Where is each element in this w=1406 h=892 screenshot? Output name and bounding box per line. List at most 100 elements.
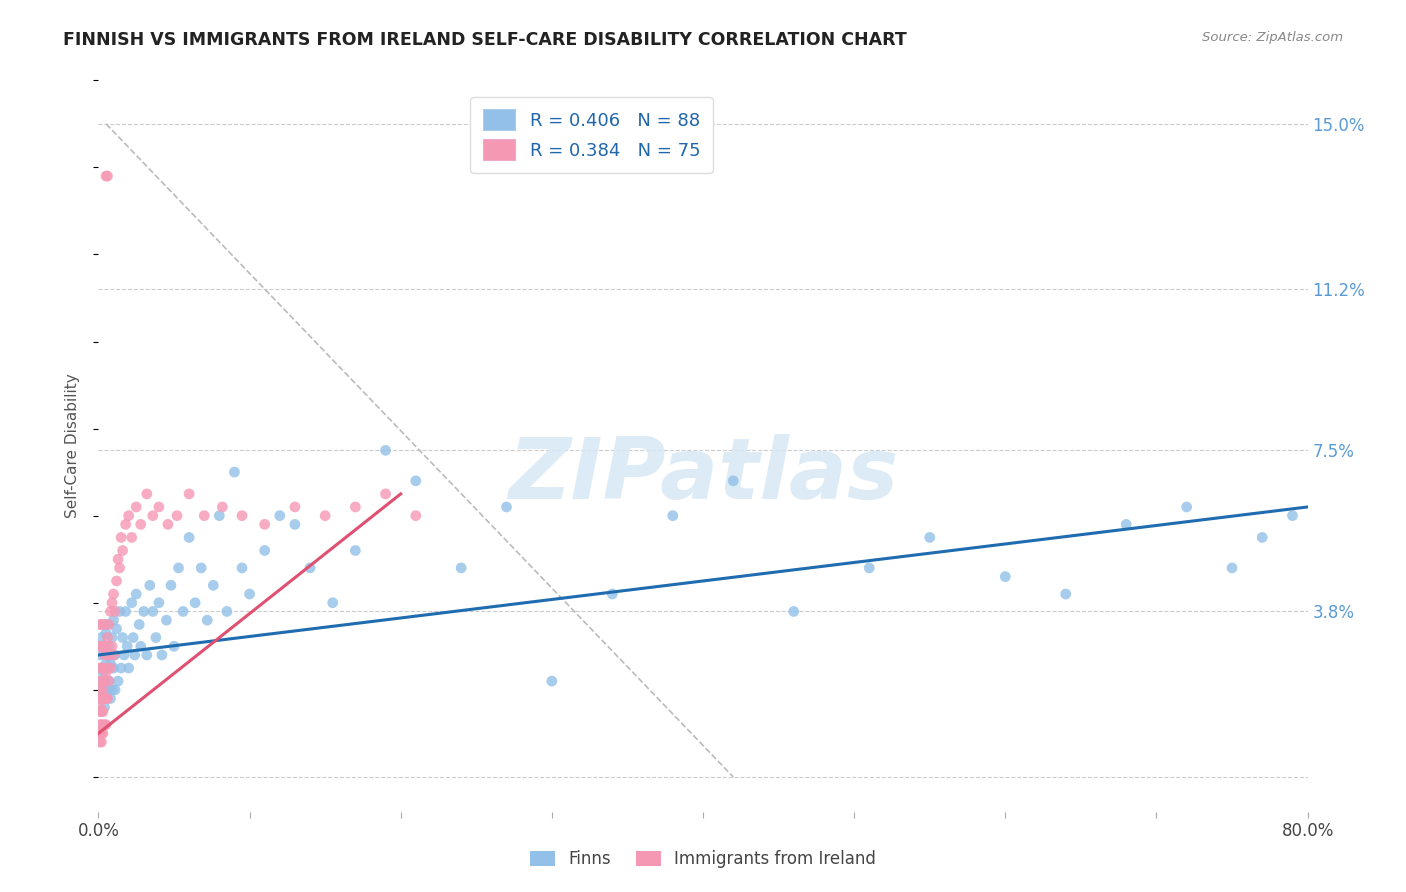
Point xyxy=(783,604,806,618)
Point xyxy=(100,657,122,671)
Point xyxy=(94,640,117,654)
Point xyxy=(107,552,129,566)
Point xyxy=(150,648,173,662)
Point xyxy=(918,530,941,544)
Point xyxy=(661,508,683,523)
Point xyxy=(100,661,122,675)
Point xyxy=(89,717,111,731)
Point xyxy=(91,640,114,654)
Point xyxy=(94,657,117,671)
Point xyxy=(93,674,115,689)
Point xyxy=(108,604,131,618)
Text: ZIPatlas: ZIPatlas xyxy=(508,434,898,516)
Point xyxy=(89,726,111,740)
Point xyxy=(94,626,117,640)
Point xyxy=(1054,587,1077,601)
Point xyxy=(107,674,129,689)
Point xyxy=(89,682,111,697)
Point xyxy=(405,474,427,488)
Point xyxy=(110,530,132,544)
Legend: R = 0.406   N = 88, R = 0.384   N = 75: R = 0.406 N = 88, R = 0.384 N = 75 xyxy=(470,96,713,173)
Point xyxy=(195,613,218,627)
Point xyxy=(121,530,143,544)
Point xyxy=(91,665,114,680)
Point xyxy=(105,574,128,588)
Point xyxy=(156,517,179,532)
Point xyxy=(91,640,114,654)
Point xyxy=(90,717,112,731)
Point xyxy=(184,596,207,610)
Point xyxy=(344,500,367,514)
Point xyxy=(91,691,114,706)
Point xyxy=(163,640,186,654)
Point xyxy=(91,682,114,697)
Point xyxy=(124,648,146,662)
Point xyxy=(98,648,121,662)
Point xyxy=(96,617,118,632)
Point xyxy=(89,640,111,654)
Point xyxy=(723,474,745,488)
Point xyxy=(89,674,111,689)
Point xyxy=(142,508,165,523)
Point xyxy=(89,735,111,749)
Point xyxy=(89,705,111,719)
Point xyxy=(90,674,112,689)
Point xyxy=(103,613,125,627)
Point xyxy=(94,665,117,680)
Point xyxy=(93,717,115,731)
Point xyxy=(89,691,111,706)
Point xyxy=(96,682,118,697)
Point xyxy=(89,674,111,689)
Point xyxy=(142,604,165,618)
Point xyxy=(135,648,157,662)
Point xyxy=(91,661,114,675)
Point xyxy=(101,631,124,645)
Point xyxy=(100,604,122,618)
Point xyxy=(114,604,136,618)
Point xyxy=(104,648,127,662)
Point xyxy=(90,735,112,749)
Point xyxy=(132,604,155,618)
Point xyxy=(495,500,517,514)
Point xyxy=(125,500,148,514)
Point xyxy=(89,661,111,675)
Point xyxy=(128,617,150,632)
Point xyxy=(344,543,367,558)
Point xyxy=(90,640,112,654)
Point xyxy=(93,691,115,706)
Point xyxy=(110,661,132,675)
Point xyxy=(103,587,125,601)
Point xyxy=(89,617,111,632)
Point xyxy=(100,691,122,706)
Point xyxy=(118,661,141,675)
Point xyxy=(104,604,127,618)
Point xyxy=(190,561,212,575)
Point xyxy=(148,500,170,514)
Point xyxy=(374,487,396,501)
Point xyxy=(231,561,253,575)
Point xyxy=(98,674,121,689)
Point xyxy=(96,648,118,662)
Point xyxy=(139,578,162,592)
Point xyxy=(111,631,134,645)
Point xyxy=(160,578,183,592)
Point xyxy=(166,508,188,523)
Point xyxy=(90,631,112,645)
Point xyxy=(103,661,125,675)
Point xyxy=(121,596,143,610)
Point xyxy=(253,543,276,558)
Point xyxy=(93,617,115,632)
Point xyxy=(224,465,246,479)
Point xyxy=(98,617,121,632)
Point xyxy=(91,705,114,719)
Point xyxy=(90,682,112,697)
Point xyxy=(405,508,427,523)
Point xyxy=(145,631,167,645)
Point xyxy=(114,517,136,532)
Point xyxy=(135,487,157,501)
Point xyxy=(90,661,112,675)
Point xyxy=(269,508,291,523)
Point xyxy=(322,596,344,610)
Point xyxy=(94,691,117,706)
Point xyxy=(96,169,118,183)
